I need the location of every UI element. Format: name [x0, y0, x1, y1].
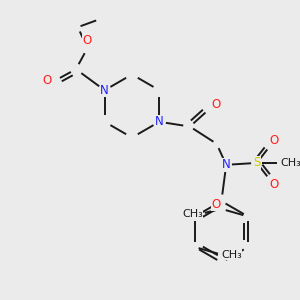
Text: CH₃: CH₃ — [221, 250, 242, 260]
Text: N: N — [100, 84, 109, 97]
Text: S: S — [253, 156, 260, 170]
Text: O: O — [43, 74, 52, 87]
Text: O: O — [269, 134, 279, 147]
Text: N: N — [222, 158, 231, 171]
Text: O: O — [211, 98, 220, 111]
Text: N: N — [155, 115, 164, 128]
Text: O: O — [83, 34, 92, 47]
Text: O: O — [212, 197, 221, 211]
Text: CH₃: CH₃ — [281, 158, 300, 168]
Text: O: O — [269, 178, 279, 191]
Text: CH₃: CH₃ — [182, 208, 203, 219]
